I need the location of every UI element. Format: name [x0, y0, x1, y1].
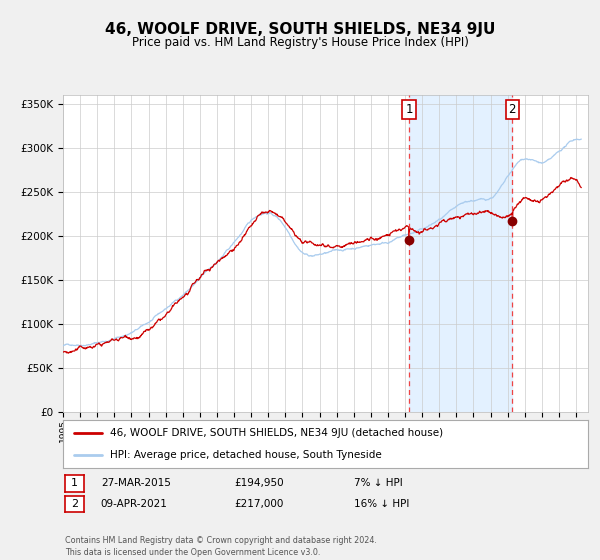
- Text: 2: 2: [71, 499, 78, 509]
- Text: 1: 1: [405, 103, 413, 116]
- Text: £217,000: £217,000: [234, 499, 283, 509]
- Text: HPI: Average price, detached house, South Tyneside: HPI: Average price, detached house, Sout…: [110, 450, 382, 460]
- Text: 1: 1: [71, 478, 78, 488]
- Text: 46, WOOLF DRIVE, SOUTH SHIELDS, NE34 9JU (detached house): 46, WOOLF DRIVE, SOUTH SHIELDS, NE34 9JU…: [110, 428, 443, 438]
- Text: 7% ↓ HPI: 7% ↓ HPI: [354, 478, 403, 488]
- Text: 16% ↓ HPI: 16% ↓ HPI: [354, 499, 409, 509]
- Text: 46, WOOLF DRIVE, SOUTH SHIELDS, NE34 9JU: 46, WOOLF DRIVE, SOUTH SHIELDS, NE34 9JU: [105, 22, 495, 38]
- Bar: [409, 95, 512, 412]
- Text: Contains HM Land Registry data © Crown copyright and database right 2024.
This d: Contains HM Land Registry data © Crown c…: [65, 536, 377, 557]
- Text: Price paid vs. HM Land Registry's House Price Index (HPI): Price paid vs. HM Land Registry's House …: [131, 36, 469, 49]
- Text: 09-APR-2021: 09-APR-2021: [101, 499, 167, 509]
- Text: 2: 2: [508, 103, 516, 116]
- Text: £194,950: £194,950: [234, 478, 284, 488]
- Text: 27-MAR-2015: 27-MAR-2015: [101, 478, 170, 488]
